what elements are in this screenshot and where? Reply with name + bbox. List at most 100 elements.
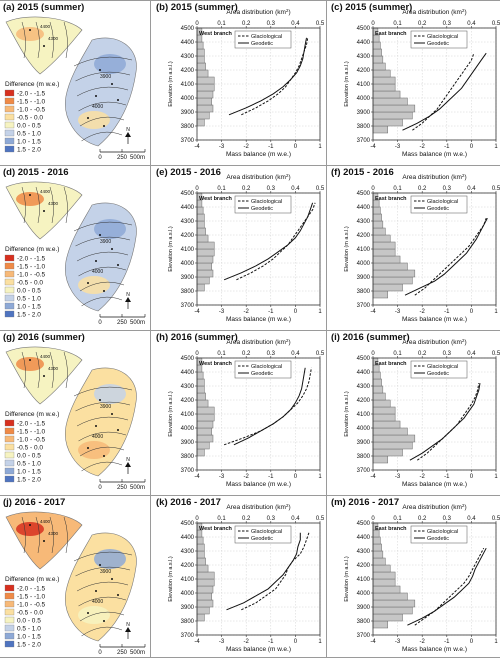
stake-point <box>99 69 101 71</box>
contour-label: 4000 <box>92 599 103 605</box>
scale-label: 0 <box>98 155 102 161</box>
area-bar <box>372 283 403 292</box>
area-bar <box>196 118 205 127</box>
glacier-map: 3900 4000 4400 4300 Difference (m w.e.) -2.0 … <box>4 181 146 326</box>
y-tick-label: 4200 <box>357 233 371 239</box>
y-tick-label: 4100 <box>181 247 195 253</box>
contour-line <box>73 56 133 67</box>
elevation-axis-label: Elevation (m a.s.l.) <box>168 61 174 107</box>
area-bar <box>372 206 381 215</box>
y-tick-label: 4400 <box>181 205 195 211</box>
top-tick-label: 0.1 <box>217 351 226 357</box>
legend-range-label: -2.0 - -1.5 <box>17 256 46 263</box>
x-tick-label: 0 <box>294 474 298 480</box>
x-tick-label: -4 <box>194 474 200 480</box>
top-tick-label: 0.3 <box>443 21 452 27</box>
area-bar <box>196 599 214 608</box>
contour-line <box>78 101 127 112</box>
north-arrow-head <box>125 627 131 632</box>
geodetic-line <box>414 218 487 296</box>
area-bar <box>196 255 214 264</box>
legend-range-label: -1.5 - -1.0 <box>17 429 46 436</box>
legend-swatch <box>4 113 15 121</box>
stake-point <box>87 612 89 614</box>
y-tick-label: 3800 <box>357 124 371 130</box>
contour-line <box>21 351 26 389</box>
area-bar <box>372 69 391 78</box>
branch-label: West branch <box>199 526 233 532</box>
panel-title: (a) 2015 (summer) <box>3 2 85 13</box>
difference-patch <box>94 219 126 239</box>
contour-line <box>73 551 133 562</box>
y-tick-label: 4300 <box>357 54 371 60</box>
legend-box <box>234 30 292 49</box>
chart-panel: -4 -3 -2 -1 0 1 0 0.1 0.2 0.3 0.4 0.5 3700 3800 3900 40… <box>168 338 325 488</box>
stake-point <box>43 45 45 47</box>
area-bar <box>196 371 204 380</box>
contour-line <box>81 626 123 637</box>
top-tick-label: 0.1 <box>393 351 402 357</box>
top-tick-label: 0.5 <box>492 516 500 522</box>
legend-swatch <box>4 459 15 467</box>
y-tick-label: 4500 <box>181 521 195 527</box>
stake-point <box>99 564 101 566</box>
legend-swatch <box>4 262 15 270</box>
y-tick-label: 4300 <box>357 219 371 225</box>
y-tick-label: 3900 <box>357 440 371 446</box>
y-tick-label: 4500 <box>181 356 195 362</box>
area-bar <box>372 371 381 380</box>
contour-line <box>49 516 54 554</box>
y-tick-label: 4200 <box>181 398 195 404</box>
contour-line <box>63 351 68 389</box>
legend-range-label: -0.5 - 0.0 <box>17 445 43 452</box>
area-bar <box>196 434 214 443</box>
area-bar <box>196 76 215 85</box>
contour-line <box>79 281 125 292</box>
difference-patch <box>94 54 126 74</box>
top-tick-label: 0 <box>195 351 199 357</box>
legend-range-label: 0.0 - 0.5 <box>17 618 41 625</box>
area-bar <box>372 55 384 64</box>
panel-title: (h) 2016 (summer) <box>156 332 238 343</box>
contour-label: 4300 <box>48 201 59 206</box>
area-bar <box>196 213 205 222</box>
area-axis-label: Area distribution (km2) <box>402 8 466 16</box>
y-tick-label: 4200 <box>357 68 371 74</box>
legend-glacio-label: Glaciological <box>427 364 458 370</box>
area-bar <box>372 90 401 99</box>
chart-panel: -4 -3 -2 -1 0 1 0 0.1 0.2 0.3 0.4 0.5 3700 3800 3900 40… <box>168 8 325 158</box>
y-tick-label: 4400 <box>181 535 195 541</box>
top-tick-label: 0.2 <box>418 516 427 522</box>
legend-range-label: 1.0 - 1.5 <box>17 304 41 311</box>
area-bar <box>372 248 396 257</box>
area-bar <box>196 48 205 57</box>
contour-label: 4300 <box>48 531 59 536</box>
contour-line <box>63 186 68 224</box>
y-tick-label: 4500 <box>181 191 195 197</box>
legend-swatch <box>4 427 15 435</box>
area-bar <box>196 536 204 545</box>
elevation-axis-label: Elevation (m a.s.l.) <box>168 226 174 272</box>
contour-line <box>21 516 26 554</box>
y-tick-label: 4000 <box>357 261 371 267</box>
top-tick-label: 0 <box>371 186 375 192</box>
stake-point <box>117 264 119 266</box>
area-bar <box>196 543 205 552</box>
stake-point <box>95 95 97 97</box>
stake-point <box>103 620 105 622</box>
legend-range-label: -1.5 - -1.0 <box>17 99 46 106</box>
area-bar <box>196 69 209 78</box>
branch-label: East branch <box>375 31 407 37</box>
x-tick-label: -3 <box>219 639 225 645</box>
legend-swatch <box>4 640 15 648</box>
glaciological-line <box>404 217 488 296</box>
legend-box <box>410 195 468 214</box>
scale-label: 250 <box>117 485 128 491</box>
difference-patch <box>78 111 110 129</box>
legend-geo-label: Geodetic <box>251 206 273 212</box>
area-bar <box>196 220 205 229</box>
contour-label: 4000 <box>92 434 103 440</box>
contour-line <box>76 251 129 262</box>
x-tick-label: -4 <box>194 309 200 315</box>
scale-label: 250 <box>117 155 128 161</box>
